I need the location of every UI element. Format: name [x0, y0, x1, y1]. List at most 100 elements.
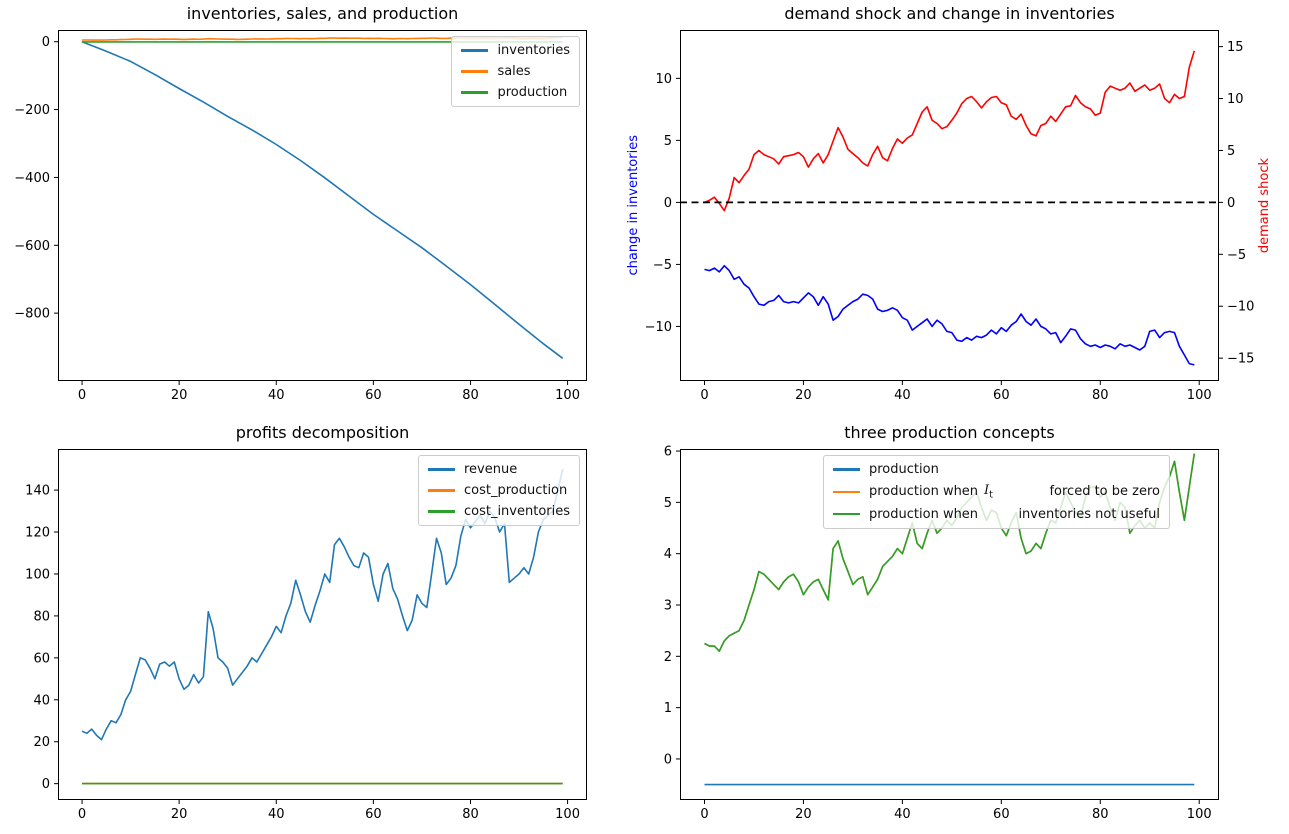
- legend-item-production-forced-zero: production when It forced to be zero: [833, 483, 1160, 501]
- chart-title: demand shock and change in inventories: [784, 4, 1115, 23]
- legend-label-right: forced to be zero: [1049, 484, 1160, 500]
- right-y-tick-label: 5: [1227, 144, 1235, 159]
- y-tick-label: −600: [14, 239, 50, 254]
- chart-title: inventories, sales, and production: [186, 4, 459, 23]
- legend-line-swatch: [461, 70, 489, 73]
- x-tick-label: 100: [555, 388, 580, 403]
- y-tick-label: −800: [14, 307, 50, 322]
- right-y-tick-label: 0: [1227, 196, 1235, 211]
- y-tick-label: 6: [664, 445, 672, 460]
- series-line-demand_shock: [704, 50, 1196, 212]
- x-tick-label: 20: [171, 807, 188, 822]
- series-line-inventories: [81, 40, 564, 359]
- x-tick-label: 20: [795, 388, 812, 403]
- plot-canvas: 0 20 40 60 80 100 10 5 0 −5 −10 15 10 5 0 −5 −10 −15: [645, 30, 1254, 403]
- y-tick-label: 5: [664, 134, 672, 149]
- axes-frame: [58, 30, 587, 381]
- legend: revenue cost_production cost_inventories: [417, 455, 580, 526]
- legend-line-swatch: [461, 91, 489, 94]
- y-tick-label: −200: [14, 103, 50, 118]
- x-tick-label: 40: [894, 388, 911, 403]
- legend-line-swatch: [427, 489, 455, 492]
- legend-line-swatch: [427, 510, 455, 513]
- y-tick-label: 0: [664, 752, 672, 767]
- y-tick-label: 0: [664, 196, 672, 211]
- x-tick-label: 20: [795, 807, 812, 822]
- subplot-profits-decomposition: profits decomposition 0 20 40 60 80 100 0 20 40 6…: [25, 423, 587, 822]
- x-tick-label: 60: [993, 807, 1010, 822]
- y-tick-label: −400: [14, 171, 50, 186]
- right-y-axis-label: demand shock: [1256, 157, 1272, 254]
- y-tick-label: 40: [33, 693, 50, 708]
- x-tick-label: 100: [1187, 388, 1212, 403]
- legend-label: sales: [497, 64, 531, 79]
- legend-item-inventories: inventories: [461, 43, 570, 58]
- right-y-tick-label: −10: [1227, 300, 1254, 315]
- axes-frame: [680, 30, 1219, 381]
- legend-label: cost_inventories: [463, 504, 570, 519]
- right-y-tick-label: −5: [1227, 248, 1246, 263]
- y-tick-label: 100: [25, 567, 50, 582]
- legend-label: cost_production: [463, 483, 568, 498]
- x-tick-label: 100: [555, 807, 580, 822]
- legend-line-swatch: [833, 490, 860, 494]
- x-tick-label: 0: [78, 807, 86, 822]
- legend: inventories sales production: [451, 36, 580, 107]
- legend-item-revenue: revenue: [427, 462, 570, 477]
- y-tick-label: −10: [645, 320, 672, 335]
- y-tick-label: 4: [664, 547, 672, 562]
- y-tick-label: 20: [33, 735, 50, 750]
- legend-label: revenue: [463, 462, 518, 477]
- legend-label: inventories: [497, 43, 570, 58]
- x-tick-label: 0: [700, 388, 708, 403]
- x-tick-label: 40: [894, 807, 911, 822]
- legend-item-sales: sales: [461, 64, 570, 79]
- right-y-tick-label: −15: [1227, 352, 1254, 367]
- axes-frame: [680, 449, 1219, 800]
- right-y-tick-label: 15: [1227, 40, 1244, 55]
- y-tick-label: −5: [653, 258, 672, 273]
- y-tick-label: 140: [25, 484, 50, 499]
- legend-line-swatch: [427, 468, 455, 471]
- legend-item-production: production: [833, 462, 1160, 477]
- legend-item-production-no-inventories: production when inventories not useful: [833, 507, 1160, 522]
- y-tick-label: 1: [664, 701, 672, 716]
- plot-canvas: 0 20 40 60 80 100 0 −200 −400 −600 −800: [14, 30, 587, 403]
- legend-label: production when: [869, 506, 979, 522]
- subplot-inventories-sales-production: inventories, sales, and production 0 20 40…: [14, 4, 587, 403]
- math-symbol: It: [984, 483, 993, 501]
- x-tick-label: 80: [1092, 807, 1109, 822]
- legend-label-left: production when It: [833, 483, 993, 501]
- legend-line-swatch: [833, 468, 860, 471]
- legend-item-production: production: [461, 85, 570, 100]
- legend-item-cost-inventories: cost_inventories: [427, 504, 570, 519]
- series-line-change_in_inventories: [704, 264, 1195, 366]
- legend-label-right: inventories not useful: [1018, 506, 1160, 522]
- legend-label-left: production when: [833, 507, 978, 522]
- x-tick-label: 0: [78, 388, 86, 403]
- x-tick-label: 60: [365, 807, 382, 822]
- x-tick-label: 40: [268, 388, 285, 403]
- y-tick-label: 10: [655, 72, 672, 87]
- subplot-demand-shock-change-in-inventories: demand shock and change in inventories 0…: [626, 4, 1272, 403]
- legend-line-swatch: [461, 49, 489, 52]
- legend-label: production when: [869, 484, 979, 500]
- y-tick-label: 5: [664, 496, 672, 511]
- axes-frame: [58, 449, 587, 800]
- x-tick-label: 80: [462, 807, 479, 822]
- y-tick-label: 2: [664, 650, 672, 665]
- legend-item-cost-production: cost_production: [427, 483, 570, 498]
- right-y-tick-label: 10: [1227, 92, 1244, 107]
- x-tick-label: 0: [700, 807, 708, 822]
- x-tick-label: 60: [365, 388, 382, 403]
- legend-label: production: [869, 462, 939, 477]
- x-tick-label: 40: [268, 807, 285, 822]
- subplot-three-production-concepts: three production concepts 0 20 40 60 80 100 0 1…: [664, 423, 1219, 822]
- x-tick-label: 20: [171, 388, 188, 403]
- legend-line-swatch: [833, 512, 860, 516]
- legend-label: production: [497, 85, 568, 100]
- chart-title: profits decomposition: [235, 423, 410, 442]
- legend: production production when It forced to …: [823, 455, 1170, 529]
- chart-title: three production concepts: [844, 423, 1055, 442]
